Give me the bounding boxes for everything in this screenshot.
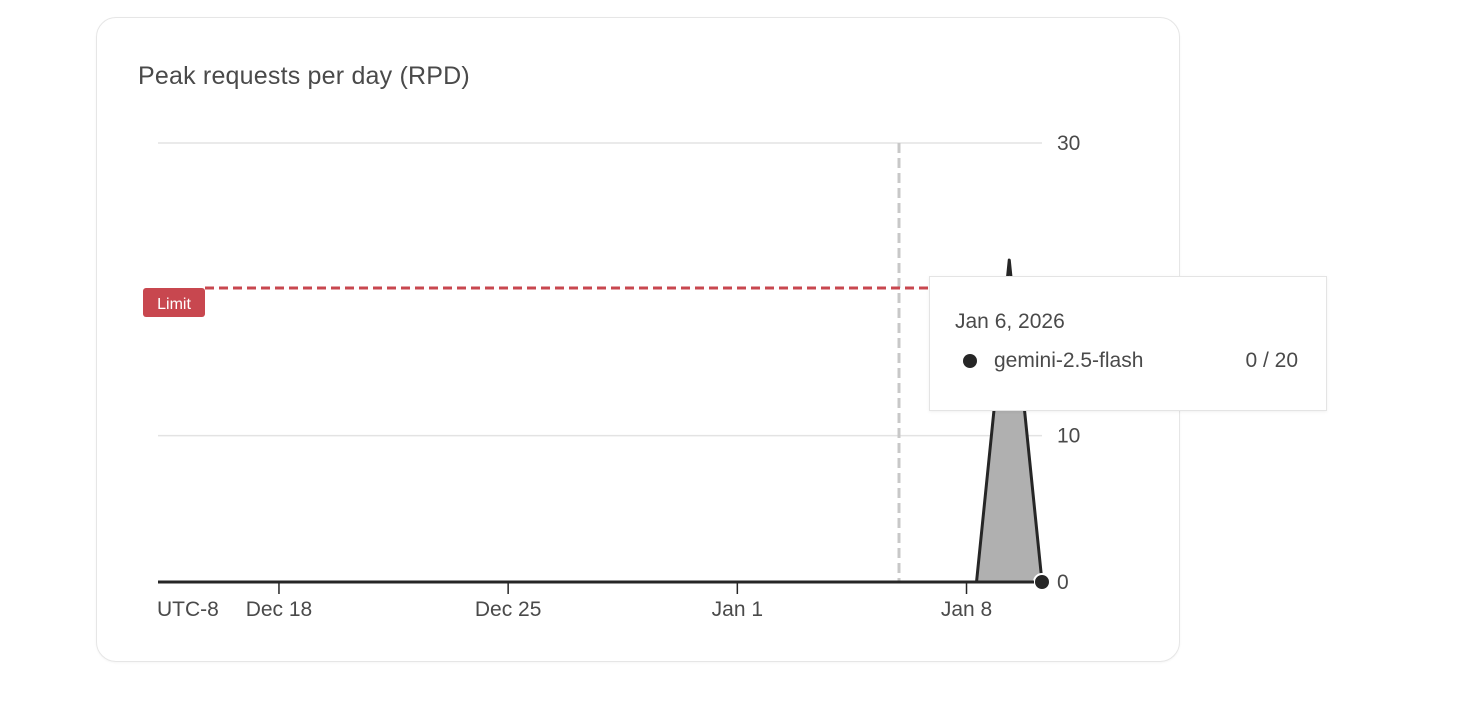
tooltip-value: 0 / 20 <box>1245 349 1298 372</box>
timezone-label: UTC-8 <box>157 598 219 621</box>
x-tick-label: Dec 25 <box>475 598 542 621</box>
y-tick-label: 30 <box>1057 132 1080 155</box>
x-tick-label: Jan 8 <box>941 598 992 621</box>
y-tick-label: 10 <box>1057 425 1080 448</box>
series-dot-icon <box>963 354 977 368</box>
limit-label: Limit <box>157 296 191 313</box>
series-area <box>158 260 1042 582</box>
series-end-point[interactable] <box>1033 573 1051 591</box>
chart-tooltip: Jan 6, 2026 gemini-2.5-flash 0 / 20 <box>929 276 1327 411</box>
y-tick-label: 0 <box>1057 571 1069 594</box>
tooltip-date: Jan 6, 2026 <box>955 310 1065 333</box>
limit-badge <box>143 288 205 317</box>
chart-title: Peak requests per day (RPD) <box>138 62 470 90</box>
tooltip-series-name: gemini-2.5-flash <box>994 349 1144 372</box>
x-tick-label: Jan 1 <box>712 598 763 621</box>
series-line[interactable] <box>158 258 1044 584</box>
x-tick-label: Dec 18 <box>246 598 313 621</box>
